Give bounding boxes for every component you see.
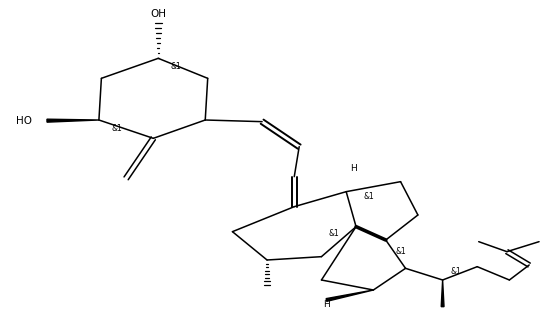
Text: H: H xyxy=(323,300,330,309)
Text: H: H xyxy=(350,164,357,173)
Text: &1: &1 xyxy=(395,247,406,256)
Text: &1: &1 xyxy=(363,192,374,201)
Text: HO: HO xyxy=(16,116,32,126)
Polygon shape xyxy=(47,119,99,122)
Text: &1: &1 xyxy=(112,124,122,133)
Polygon shape xyxy=(326,290,373,301)
Polygon shape xyxy=(441,280,444,307)
Text: &1: &1 xyxy=(171,62,181,71)
Text: OH: OH xyxy=(150,9,166,19)
Text: &1: &1 xyxy=(328,229,339,238)
Text: &1: &1 xyxy=(450,267,461,276)
